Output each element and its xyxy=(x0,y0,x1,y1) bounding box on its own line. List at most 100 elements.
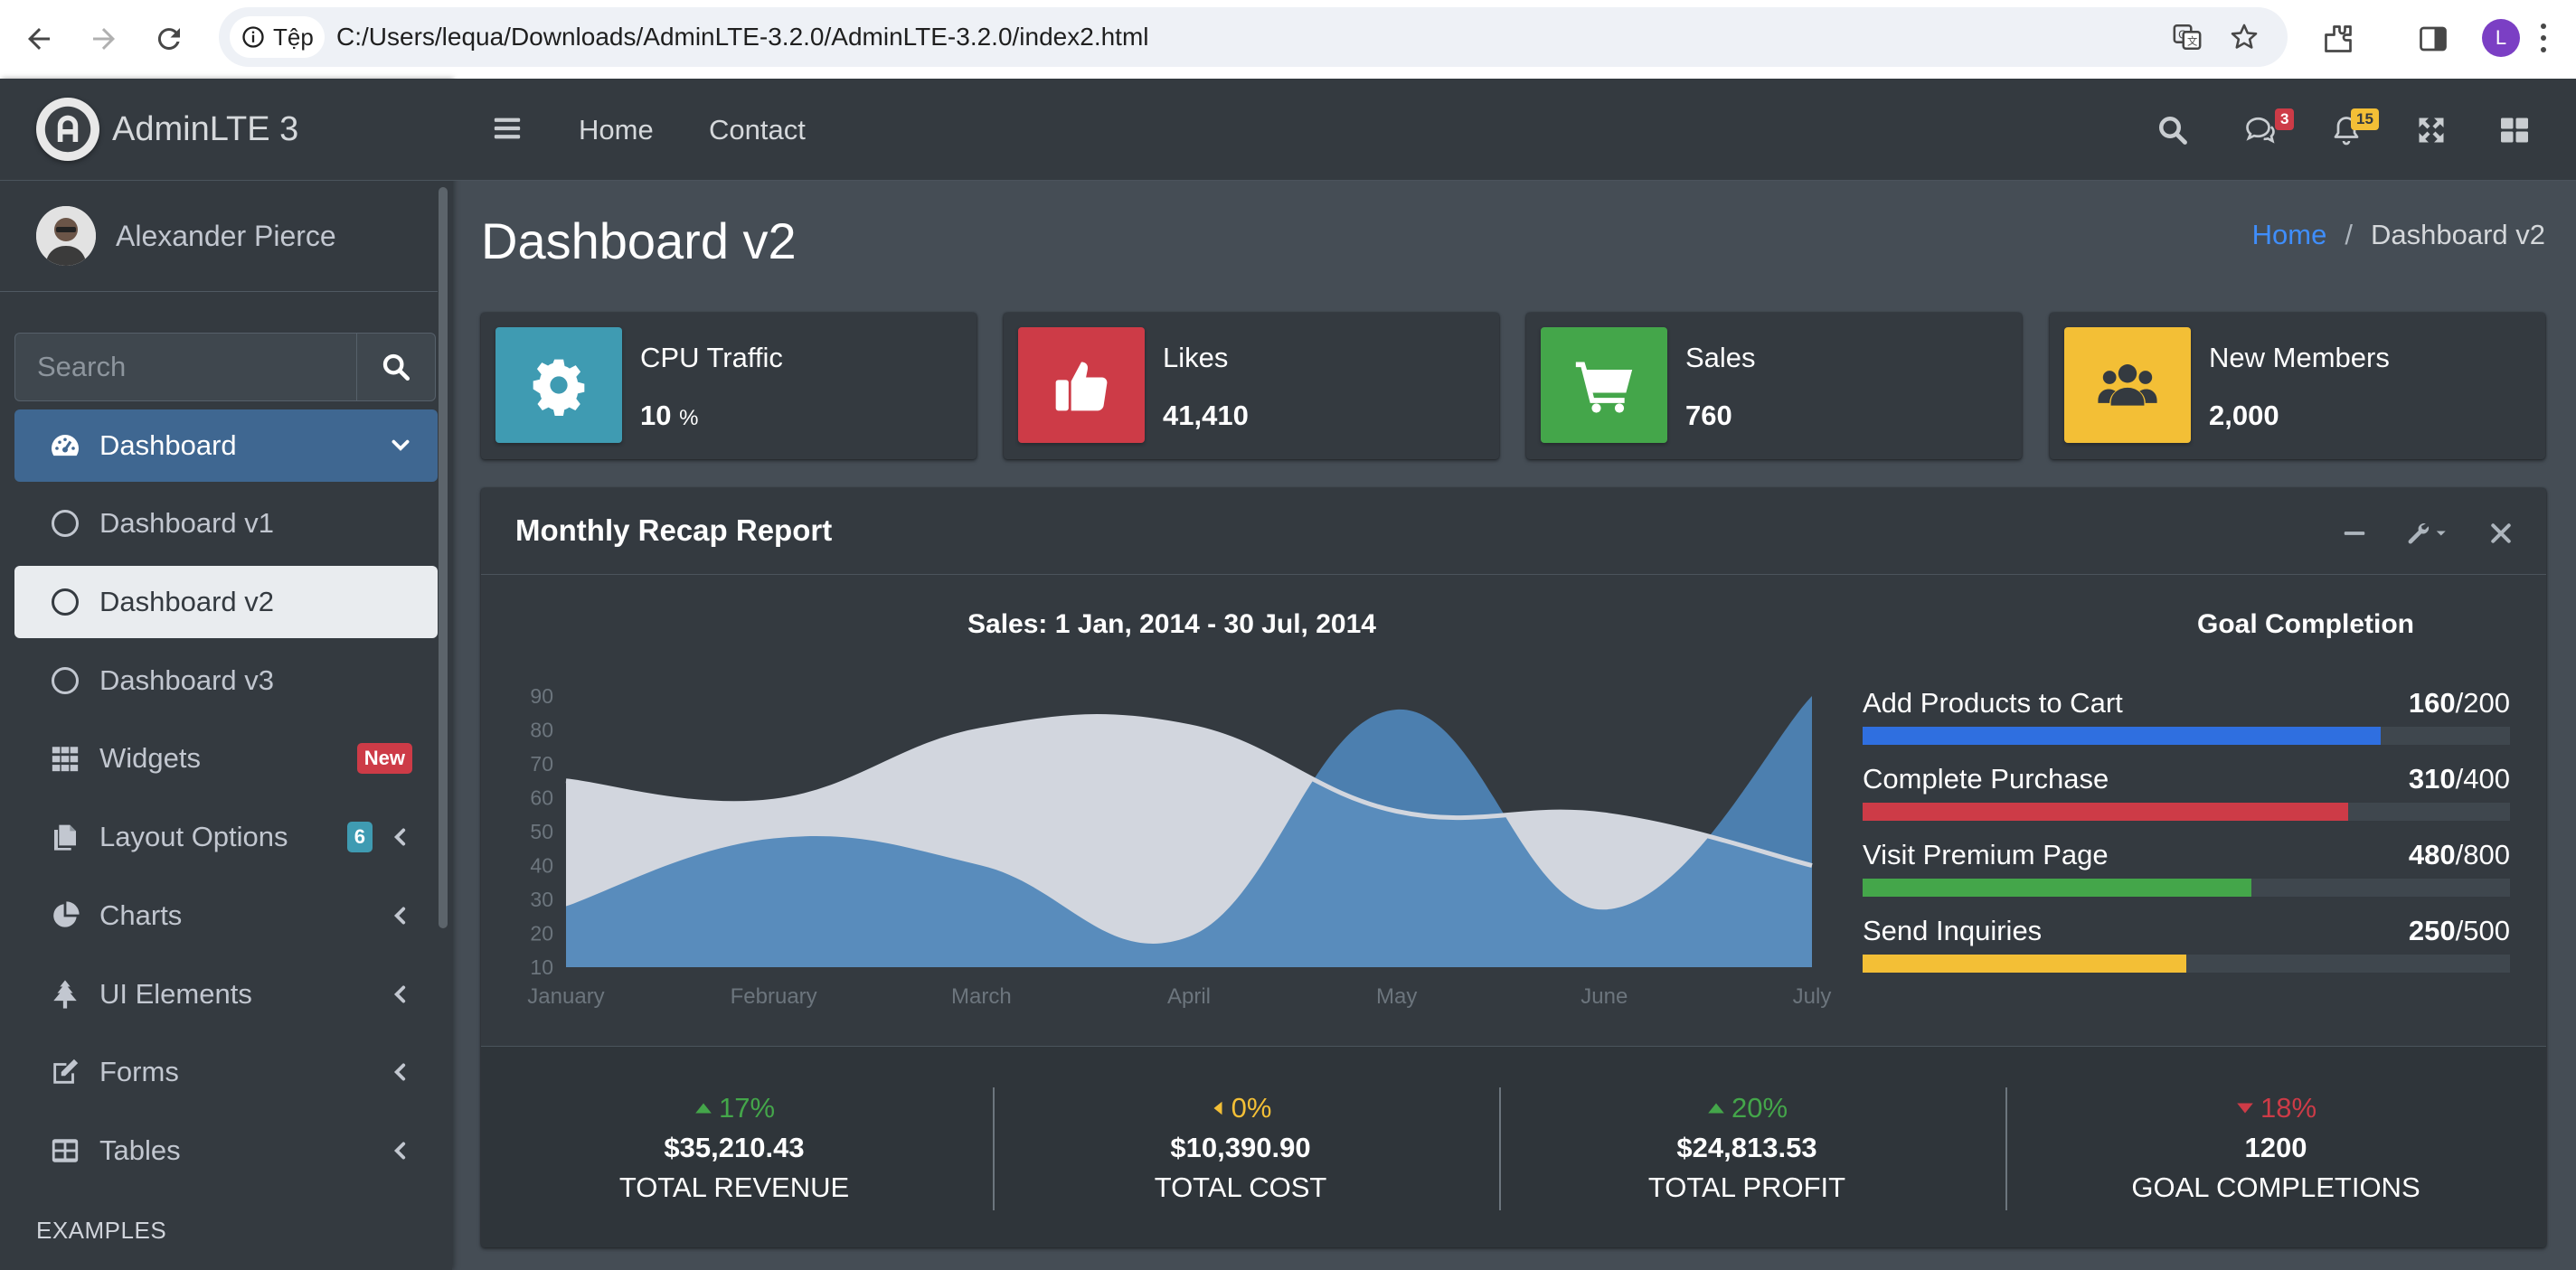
tools-dropdown-button[interactable] xyxy=(2400,519,2458,548)
nav-link-contact[interactable]: Contact xyxy=(709,114,806,146)
circle-icon xyxy=(52,667,79,694)
progress-track xyxy=(1863,727,2510,745)
sales-area-chart: 10 20 30 40 50 60 70 80 90 January February March A… xyxy=(527,684,1831,1009)
sidebar-header-examples: EXAMPLES xyxy=(36,1217,167,1244)
back-icon[interactable] xyxy=(13,13,65,65)
nav-link-home[interactable]: Home xyxy=(579,114,654,146)
progress-track xyxy=(1863,879,2510,897)
brand-link[interactable]: AdminLTE 3 xyxy=(0,79,452,181)
breadcrumb: Home / Dashboard v2 xyxy=(2252,219,2545,251)
profile-avatar[interactable]: L xyxy=(2482,19,2520,57)
browser-toolbar: Tệp C:/Users/lequa/Downloads/AdminLTE-3.… xyxy=(0,0,2576,79)
chart-title: Sales: 1 Jan, 2014 - 30 Jul, 2014 xyxy=(967,609,1376,639)
bookmark-star-icon[interactable] xyxy=(2226,19,2262,55)
side-panel-icon[interactable] xyxy=(2411,16,2456,61)
sidebar-item-ui-elements[interactable]: UI Elements xyxy=(14,958,438,1030)
series-area-0 xyxy=(566,696,1812,967)
messages-icon[interactable] xyxy=(2239,109,2280,151)
sidebar-search-button[interactable] xyxy=(356,333,436,401)
stat-percentage: 18% xyxy=(2005,1092,2546,1124)
x-tick-label: March xyxy=(951,984,1012,1009)
series-line-1 xyxy=(565,713,1813,868)
progress-count: 480/800 xyxy=(2408,839,2510,870)
stat-percentage: 20% xyxy=(1494,1092,2000,1124)
sidebar-item-dashboard-v2[interactable]: Dashboard v2 xyxy=(14,566,438,638)
sidebar-item-layout-options[interactable]: Layout Options 6 xyxy=(14,801,438,873)
remove-button[interactable] xyxy=(2483,519,2519,548)
user-avatar xyxy=(36,206,96,266)
progress-group-send-inquiries: Send Inquiries 250/500 xyxy=(1863,915,2510,987)
fullscreen-icon[interactable] xyxy=(2411,109,2452,151)
circle-icon xyxy=(52,588,79,616)
collapse-button[interactable] xyxy=(2336,519,2373,548)
copy-icon xyxy=(47,823,83,851)
url-text[interactable]: C:/Users/lequa/Downloads/AdminLTE-3.2.0/… xyxy=(336,23,1149,51)
pie-chart-icon xyxy=(47,900,83,931)
user-panel[interactable]: Alexander Pierce xyxy=(0,181,439,292)
page-title: Dashboard v2 xyxy=(481,212,797,269)
reload-icon[interactable] xyxy=(143,13,195,65)
stat-amount: $10,390.90 xyxy=(1170,1132,1311,1163)
stat-percentage: 0% xyxy=(987,1092,1494,1124)
info-box-value: 10 % xyxy=(640,400,699,431)
new-badge: New xyxy=(356,743,412,774)
sidebar-search-input[interactable] xyxy=(14,333,356,401)
info-box-label: Sales xyxy=(1685,342,1756,373)
sidebar-item-label: Dashboard v2 xyxy=(99,586,275,617)
info-box-label: CPU Traffic xyxy=(640,342,783,373)
table-icon xyxy=(47,1135,83,1166)
navbar-search-icon[interactable] xyxy=(2152,109,2194,151)
sidebar-search xyxy=(14,333,436,401)
x-tick-label: June xyxy=(1581,984,1628,1009)
stat-amount: $35,210.43 xyxy=(664,1132,805,1163)
stat-amount: $24,813.53 xyxy=(1676,1132,1817,1163)
chevron-left-icon xyxy=(393,1142,406,1160)
notifications-badge: 15 xyxy=(2351,108,2379,130)
y-tick-label: 50 xyxy=(530,820,553,843)
browser-menu-icon[interactable] xyxy=(2539,20,2548,56)
sidebar-item-label: Widgets xyxy=(99,742,201,774)
sidebar-item-label: Dashboard xyxy=(99,429,237,461)
info-box-label: New Members xyxy=(2209,342,2390,373)
main-sidebar: AdminLTE 3 Alexander Pierce Dashboard Da… xyxy=(0,79,452,1270)
sidebar-item-dashboard[interactable]: Dashboard xyxy=(14,409,438,482)
control-sidebar-icon[interactable] xyxy=(2494,109,2535,151)
address-bar[interactable]: Tệp C:/Users/lequa/Downloads/AdminLTE-3.… xyxy=(219,7,2288,67)
user-name[interactable]: Alexander Pierce xyxy=(116,219,336,252)
breadcrumb-home-link[interactable]: Home xyxy=(2251,219,2327,250)
sidebar-item-dashboard-v3[interactable]: Dashboard v3 xyxy=(14,644,438,717)
card-title: Monthly Recap Report xyxy=(515,513,833,547)
y-tick-label: 90 xyxy=(530,684,553,708)
circle-icon xyxy=(52,510,79,537)
stat-percentage: 17% xyxy=(481,1092,987,1124)
sidebar-item-widgets[interactable]: Widgets New xyxy=(14,722,438,795)
extensions-icon[interactable] xyxy=(2316,16,2361,61)
stat-label: TOTAL PROFIT xyxy=(1647,1171,1846,1203)
chevron-left-icon xyxy=(393,907,406,925)
y-tick-label: 20 xyxy=(530,922,553,945)
sidebar-item-dashboard-v1[interactable]: Dashboard v1 xyxy=(14,487,438,560)
info-box-label: Likes xyxy=(1163,342,1229,373)
translate-icon[interactable]: G文 xyxy=(2169,19,2205,55)
x-tick-label: May xyxy=(1376,984,1417,1009)
shopping-cart-icon xyxy=(1541,327,1667,443)
x-tick-label: April xyxy=(1167,984,1211,1009)
sidebar-scrollbar-thumb[interactable] xyxy=(439,187,448,928)
sidebar-item-tables[interactable]: Tables xyxy=(14,1115,438,1187)
stat-total-cost: 0% $10,390.90 TOTAL COST xyxy=(987,1047,1494,1248)
forward-icon[interactable] xyxy=(78,13,130,65)
site-info-chip[interactable]: Tệp xyxy=(230,16,325,58)
card-header: Monthly Recap Report xyxy=(481,488,2546,575)
sidebar-item-forms[interactable]: Forms xyxy=(14,1036,438,1108)
info-box-cpu-traffic: CPU Traffic 10 % xyxy=(481,313,977,459)
monthly-recap-card: Monthly Recap Report Sales: 1 Jan, 2014 … xyxy=(481,488,2546,1247)
progress-group-visit-premium: Visit Premium Page 480/800 xyxy=(1863,839,2510,911)
menu-toggle-icon[interactable] xyxy=(492,113,523,144)
caret-up-icon xyxy=(695,1103,712,1114)
sidebar-item-charts[interactable]: Charts xyxy=(14,880,438,952)
progress-count: 250/500 xyxy=(2408,915,2510,946)
chevron-left-icon xyxy=(393,985,406,1003)
progress-group-add-to-cart: Add Products to Cart 160/200 xyxy=(1863,687,2510,759)
sidebar-item-label: Dashboard v3 xyxy=(99,664,275,696)
y-tick-label: 70 xyxy=(530,752,553,776)
